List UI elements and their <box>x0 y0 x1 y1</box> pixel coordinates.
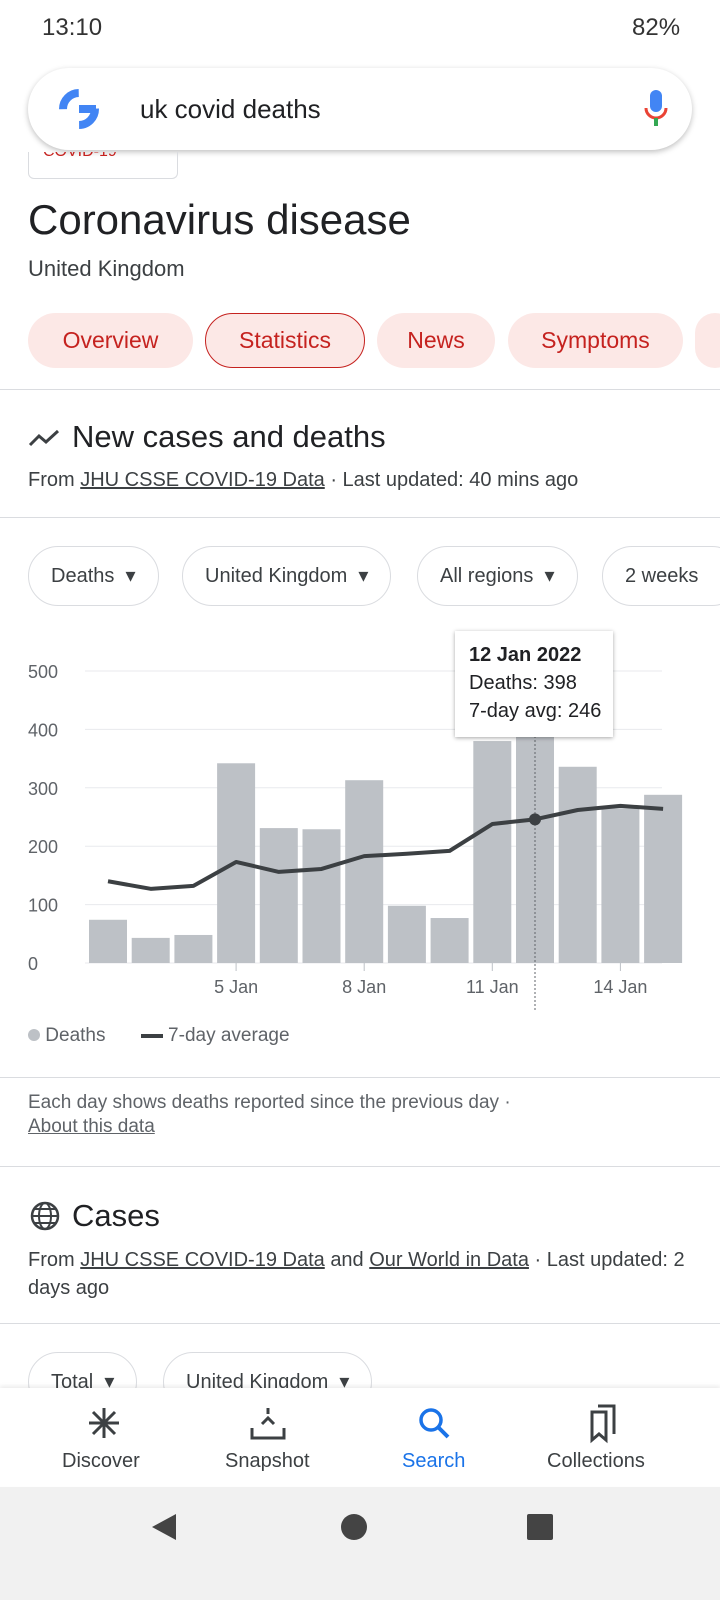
y-tick-label: 200 <box>28 837 58 857</box>
title: Coronavirus disease <box>28 196 411 243</box>
google-logo <box>59 89 99 129</box>
source-link[interactable]: JHU CSSE COVID-19 Data <box>80 469 325 491</box>
line <box>107 803 664 891</box>
status-battery: 82% <box>632 14 681 41</box>
system-nav-icons <box>152 1514 553 1540</box>
source-line: From JHU CSSE COVID-19 Data · Last updat… <box>28 469 578 492</box>
nav-icons <box>89 1404 616 1444</box>
chart: 0 100 200 300 400 500 5 Jan 8 Jan 11 Jan 14 Jan <box>28 662 683 1010</box>
bar <box>644 794 683 963</box>
tooltip-line: 7-day avg: 246 <box>469 700 602 722</box>
text: Total <box>51 1371 94 1393</box>
bar <box>89 919 127 963</box>
link[interactable]: Our World in Data <box>369 1249 529 1271</box>
divider <box>0 389 720 390</box>
x-tick-label: 5 Jan <box>214 977 258 997</box>
y-tick-label: 0 <box>28 954 38 974</box>
nav-item-active[interactable]: Search <box>402 1450 466 1472</box>
tab[interactable]: Overview <box>28 313 193 368</box>
filter-chip[interactable]: All regions ▾ <box>417 546 578 606</box>
bar <box>601 808 640 963</box>
link[interactable]: JHU CSSE COVID-19 Data <box>80 1249 325 1271</box>
search-box[interactable]: uk covid deaths <box>28 68 692 150</box>
bar <box>174 934 213 963</box>
text: · Last updated: 40 mins ago <box>330 469 579 491</box>
cases-title: Cases <box>72 1198 160 1233</box>
divider <box>0 517 720 518</box>
divider <box>0 1323 720 1324</box>
text: From <box>28 469 75 491</box>
bar <box>558 766 597 963</box>
note: Each day shows deaths reported since the… <box>28 1092 511 1113</box>
tooltip: 12 Jan 2022 Deaths: 398 7-day avg: 246 <box>455 631 613 737</box>
bottom-nav: Discover Snapshot Search Collections <box>0 1388 720 1486</box>
tab[interactable]: News <box>377 313 495 368</box>
text: From <box>28 1249 75 1271</box>
nav-item[interactable]: Snapshot <box>225 1450 310 1472</box>
cases-source: From JHU CSSE COVID-19 Data and Our Worl… <box>28 1246 692 1302</box>
text: All regions <box>440 565 534 587</box>
tab[interactable]: Symptoms <box>508 313 683 368</box>
filter-chip[interactable]: Deaths ▾ <box>28 546 159 606</box>
bar <box>302 829 341 963</box>
point <box>529 813 541 826</box>
tooltip-line: Deaths: 398 <box>469 672 577 694</box>
legend-label: 7-day average <box>168 1025 290 1046</box>
legend-swatch <box>28 1029 40 1041</box>
bar <box>131 937 170 963</box>
legend: Deaths 7-day average <box>28 1025 290 1047</box>
nav-item[interactable]: Collections <box>547 1450 645 1472</box>
y-tick-label: 100 <box>28 896 58 916</box>
text: 2 weeks <box>625 565 699 587</box>
divider <box>0 1166 720 1167</box>
filter-chip[interactable]: United Kingdom ▾ <box>182 546 392 606</box>
x-tick-label: 8 Jan <box>342 977 386 997</box>
subtitle: United Kingdom <box>28 256 185 281</box>
divider <box>0 1077 720 1078</box>
tab-partial[interactable] <box>695 313 720 368</box>
bar <box>259 828 298 963</box>
y-tick-label: 300 <box>28 779 58 799</box>
about-link[interactable]: About this data <box>28 1116 155 1137</box>
x-tick-label: 14 Jan <box>593 977 647 997</box>
tooltip-title: 12 Jan 2022 <box>469 644 582 666</box>
globe-icon <box>30 1201 60 1231</box>
bar <box>430 918 469 963</box>
bar <box>345 780 384 963</box>
trend-icon <box>28 429 60 447</box>
text: · Last updated: 2 days ago <box>28 1249 685 1299</box>
status-time: 13:10 <box>42 14 103 41</box>
x-tick-label: 11 Jan <box>466 977 519 997</box>
nav-item[interactable]: Discover <box>62 1450 140 1472</box>
text: United Kingdom <box>205 565 348 587</box>
section-title: New cases and deaths <box>72 419 386 454</box>
text: United Kingdom <box>186 1371 329 1393</box>
mic-icon[interactable] <box>644 90 668 130</box>
legend-swatch <box>140 1033 163 1038</box>
y-tick-label: 400 <box>28 720 58 740</box>
legend-label: Deaths <box>45 1025 106 1046</box>
text: and <box>330 1249 364 1271</box>
text: Deaths <box>51 565 115 587</box>
bar <box>473 741 512 963</box>
bar <box>387 905 426 963</box>
system-nav <box>0 1487 720 1600</box>
filter-chip[interactable]: 2 weeks <box>602 546 720 606</box>
tab-selected[interactable]: Statistics <box>205 313 365 368</box>
search-query: uk covid deaths <box>140 94 321 124</box>
covid-chip: COVID-19 <box>28 152 178 179</box>
y-tick-label: 500 <box>28 662 58 682</box>
